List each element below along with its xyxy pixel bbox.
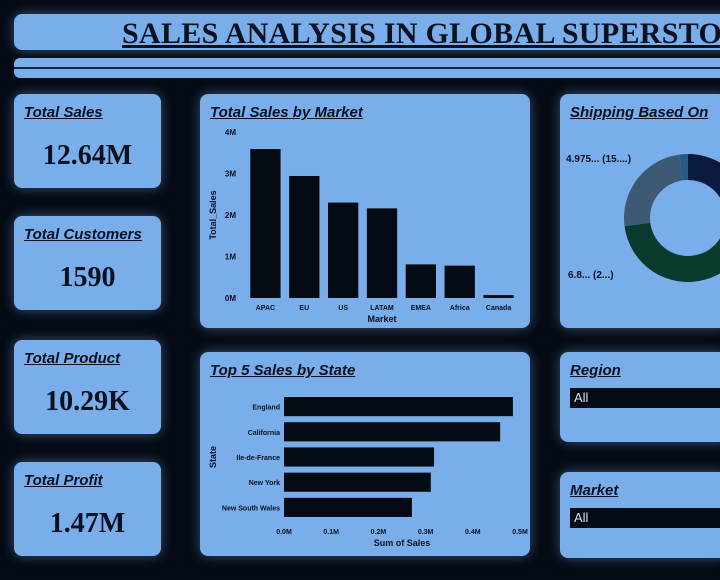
filter-bar [14,58,720,78]
x-axis-label: Market [367,314,396,324]
x-tick-label: US [338,305,348,312]
donut-slice [679,154,688,181]
y-tick-label: 4M [225,128,236,137]
market-chart-panel: Total Sales by Market 0M 1M 2M 3M 4M APAC EU US… [200,94,530,328]
kpi-total-customers: Total Customers 1590 [14,216,161,310]
shipping-donut-chart: 4.975... (15....) 6.8... (2...) [566,154,720,282]
slicer-title: Region [570,362,621,379]
kpi-total-profit: Total Profit 1.47M [14,462,161,556]
x-tick-label: 0.5M [512,529,528,536]
state-bar-chart: England California Ile-de-France New York Ne… [208,397,528,548]
bar-emea [405,264,437,298]
chart-title: Total Sales by Market [210,104,363,121]
bar-state [284,397,513,417]
y-tick-label: New South Wales [222,505,280,512]
market-dropdown[interactable]: All [570,508,720,528]
y-tick-label: England [252,405,280,412]
donut-slice [624,154,683,227]
region-dropdown[interactable]: All [570,388,720,408]
y-tick-label: New York [249,480,280,487]
bar-state [284,422,501,442]
donut-label: 4.975... (15....) [566,154,631,165]
y-axis-label: State [208,446,218,468]
y-tick-label: 3M [225,170,236,179]
slicer-title: Market [570,482,619,499]
bar-latam [366,208,398,298]
bar-canada [483,295,514,298]
bar-state [284,497,412,517]
y-tick-label: California [248,430,280,437]
bar-state [284,472,431,492]
kpi-value: 1590 [59,262,116,293]
y-tick-label: 2M [225,211,236,220]
title-bar: SALES ANALYSIS IN GLOBAL SUPERSTORE [14,14,720,50]
x-tick-label: LATAM [370,305,394,312]
y-tick-label: 1M [225,253,236,262]
chart-title: Shipping Based On [570,104,709,121]
bar-us [327,202,359,298]
y-tick-label: 0M [225,294,236,303]
bar-state [284,447,435,467]
donut-label: 6.8... (2...) [568,270,614,281]
kpi-total-sales: Total Sales 12.64M [14,94,161,188]
kpi-total-product: Total Product 10.29K [14,340,161,434]
kpi-label: Total Sales [24,104,103,121]
kpi-label: Total Customers [24,226,142,243]
bar-eu [289,175,320,298]
y-axis-label: Total_Sales [208,190,218,239]
kpi-value: 12.64M [42,140,133,171]
kpi-label: Total Product [24,350,121,367]
chart-title: Top 5 Sales by State [210,362,356,379]
x-tick-label: APAC [256,305,275,312]
y-tick-label: Ile-de-France [236,455,280,462]
divider [14,67,720,69]
x-tick-label: EMEA [411,305,431,312]
region-slicer: Region All [560,352,720,442]
x-tick-label: 0.3M [418,529,434,536]
kpi-value: 1.47M [49,508,126,539]
kpi-value: 10.29K [45,386,130,417]
bar-africa [444,265,475,298]
x-tick-label: 0.4M [465,529,481,536]
x-tick-label: 0.0M [276,529,292,536]
x-tick-label: 0.2M [371,529,387,536]
x-tick-label: Canada [486,305,511,312]
donut-slice [688,154,720,198]
x-tick-label: EU [299,305,309,312]
state-chart-panel: Top 5 Sales by State England California Il… [200,352,530,556]
page-title: SALES ANALYSIS IN GLOBAL SUPERSTORE [122,17,720,50]
x-tick-label: Africa [450,305,470,312]
market-bar-chart: 0M 1M 2M 3M 4M APAC EU US LATAM EMEA Africa Canada M… [208,128,514,324]
x-tick-label: 0.1M [323,529,339,536]
kpi-label: Total Profit [24,472,103,489]
bar-apac [250,149,281,298]
x-axis-label: Sum of Sales [374,538,431,548]
market-slicer: Market All [560,472,720,558]
shipping-panel: Shipping Based On 4.975... (15....) 6.8..… [560,94,720,328]
donut-slice [624,222,720,282]
